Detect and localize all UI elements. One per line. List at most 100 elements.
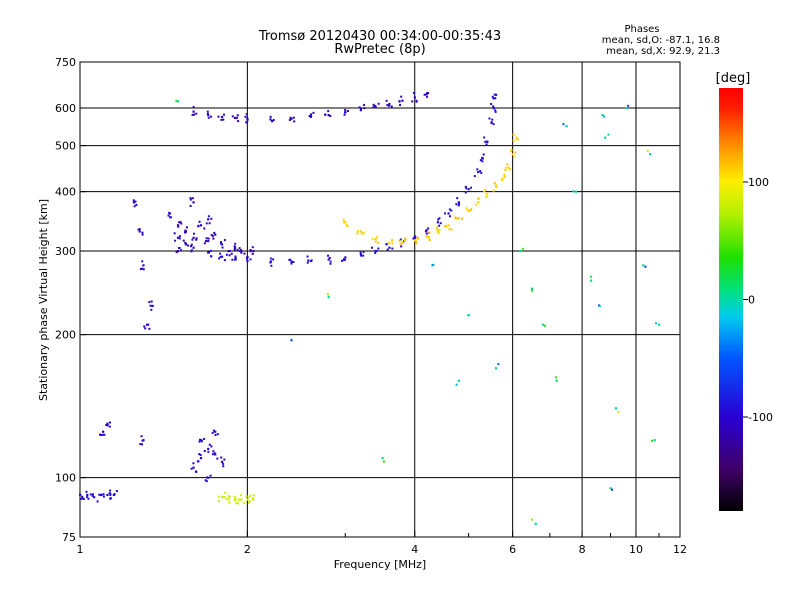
- stats-line1: mean, sd,O: -87.1, 16.8: [602, 35, 720, 46]
- data-point-echo: [479, 170, 482, 173]
- data-point-echo: [617, 410, 620, 413]
- data-point-echo: [312, 111, 315, 114]
- data-point-echo: [426, 95, 429, 98]
- data-point: [614, 407, 618, 410]
- data-point-echo: [234, 255, 237, 258]
- data-point-echo: [223, 458, 226, 461]
- data-point-echo: [109, 493, 112, 496]
- data-point: [601, 114, 604, 117]
- data-point-echo: [504, 168, 507, 171]
- data-point-echo: [293, 120, 296, 123]
- data-point-echo: [143, 325, 146, 328]
- data-point-echo: [231, 115, 234, 118]
- data-point-echo: [178, 247, 181, 250]
- data-point-echo: [400, 245, 403, 248]
- data-point: [176, 236, 180, 239]
- data-point-echo: [191, 197, 194, 200]
- data-point-echo: [105, 424, 108, 427]
- data-point: [657, 323, 661, 326]
- data-point-echo: [246, 119, 249, 122]
- data-point: [290, 117, 293, 120]
- data-point-echo: [374, 240, 377, 243]
- data-point-echo: [220, 118, 223, 121]
- data-point-echo: [438, 228, 441, 231]
- data-point-echo: [506, 163, 509, 166]
- data-point-echo: [167, 214, 170, 217]
- data-point-echo: [235, 501, 238, 504]
- colorbar-ticks: 100 0 -100: [743, 176, 773, 424]
- data-point-echo: [219, 255, 222, 258]
- data-point: [220, 255, 224, 258]
- series-x-trace-f2: [342, 133, 519, 245]
- data-point-echo: [269, 115, 272, 118]
- x-tick-label: 1: [77, 543, 84, 556]
- data-point-echo: [515, 138, 518, 141]
- stats-line2: mean, sd,X: 92.9, 21.3: [606, 46, 720, 57]
- data-point-echo: [228, 496, 231, 499]
- data-point-echo: [190, 249, 193, 252]
- data-point-echo: [289, 258, 292, 261]
- data-point-echo: [237, 502, 240, 505]
- data-point-echo: [245, 121, 248, 124]
- data-point-echo: [141, 267, 144, 270]
- data-point-echo: [196, 460, 199, 463]
- data-point-echo: [100, 493, 103, 496]
- data-point-echo: [438, 217, 441, 220]
- data-point-echo: [211, 235, 214, 238]
- data-point-echo: [252, 497, 255, 500]
- colorbar: [719, 88, 743, 511]
- data-point-echo: [195, 238, 198, 241]
- data-point-echo: [141, 231, 144, 234]
- data-point: [327, 296, 330, 299]
- data-point-echo: [329, 115, 332, 118]
- data-point-echo: [327, 254, 330, 257]
- x-axis-ticks: 1 2 4 6 8 10 12: [77, 531, 687, 556]
- data-point: [106, 493, 109, 497]
- data-point-echo: [192, 106, 195, 109]
- data-point-echo: [220, 241, 223, 244]
- data-point-echo: [222, 118, 225, 121]
- data-point-echo: [377, 102, 380, 105]
- data-point: [199, 224, 203, 227]
- data-point-echo: [359, 109, 362, 112]
- data-point-echo: [81, 495, 84, 498]
- data-point-echo: [415, 240, 418, 243]
- data-point-echo: [386, 248, 389, 251]
- data-point-echo: [470, 186, 473, 189]
- data-point-echo: [391, 242, 394, 245]
- data-point: [492, 107, 496, 110]
- y-tick-label: 400: [55, 186, 76, 199]
- data-point-echo: [246, 256, 249, 259]
- data-point: [102, 430, 105, 433]
- data-point-echo: [371, 246, 374, 249]
- colorbar-label: [deg]: [716, 71, 751, 86]
- x-tick-label: 2: [244, 543, 251, 556]
- data-point-echo: [216, 457, 219, 460]
- data-point: [199, 439, 203, 442]
- data-point-echo: [109, 497, 112, 500]
- data-point-echo: [91, 494, 94, 497]
- series-o-trace-f2: [173, 93, 498, 267]
- data-point-echo: [208, 222, 211, 225]
- data-point-echo: [148, 327, 151, 330]
- data-point-echo: [102, 495, 105, 498]
- data-point-echo: [210, 115, 213, 118]
- data-point-echo: [219, 242, 222, 245]
- y-axis-ticks: 75 100 200 300 400 500 600 750: [55, 56, 86, 544]
- data-point-echo: [345, 224, 348, 227]
- data-point-echo: [455, 203, 458, 206]
- data-point-echo: [249, 258, 252, 261]
- data-point-echo: [139, 443, 142, 446]
- data-point-echo: [494, 97, 497, 100]
- data-point-echo: [288, 119, 291, 122]
- data-point: [192, 246, 195, 249]
- data-point: [240, 498, 243, 501]
- x-tick-label: 10: [629, 543, 643, 556]
- data-point-echo: [190, 245, 193, 248]
- data-point-echo: [436, 226, 439, 229]
- data-point-echo: [178, 221, 181, 224]
- x-tick-label: 4: [411, 543, 418, 556]
- data-point-echo: [210, 445, 213, 448]
- data-point-echo: [373, 104, 376, 107]
- data-point-echo: [209, 474, 212, 477]
